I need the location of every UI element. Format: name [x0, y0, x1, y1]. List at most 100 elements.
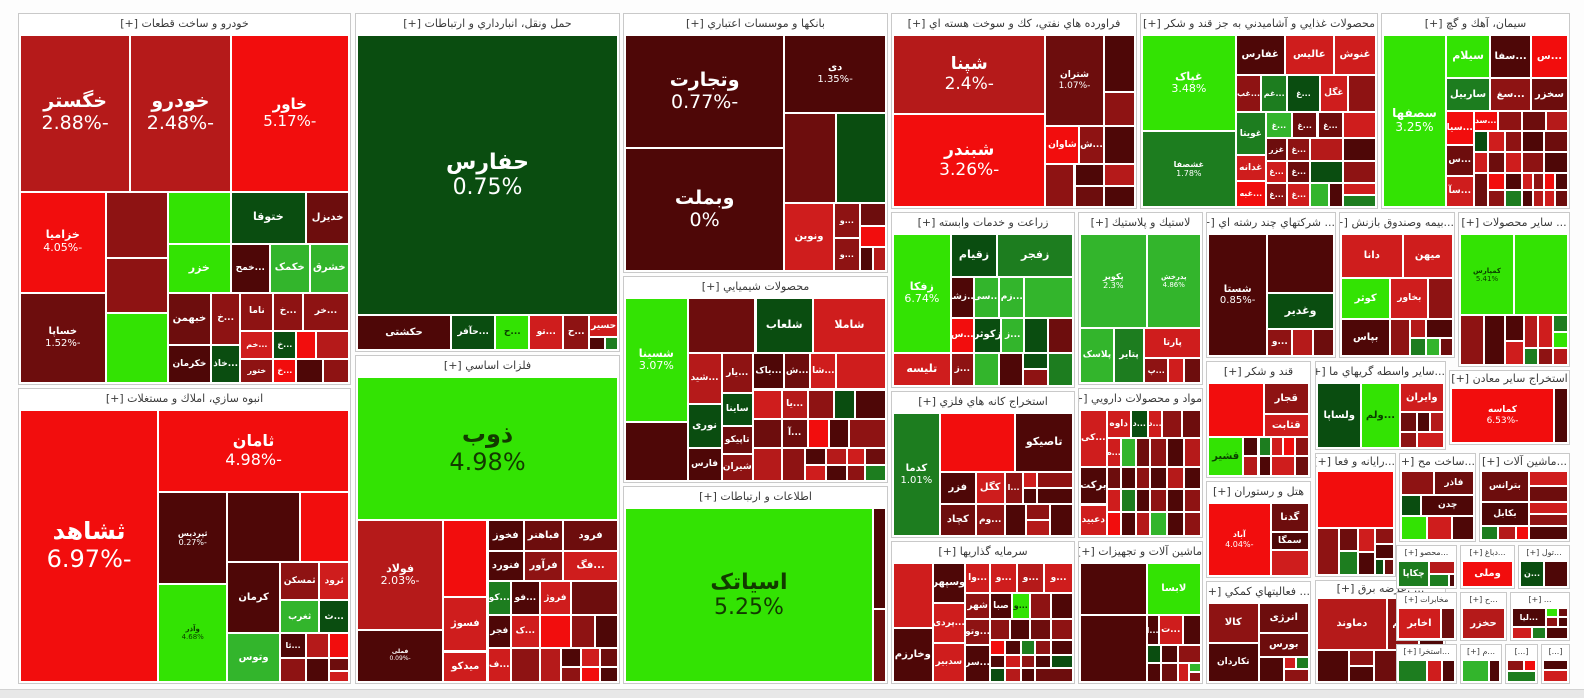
- treemap-tile[interactable]: [1555, 172, 1568, 190]
- treemap-tile[interactable]: فنورد: [487, 550, 525, 582]
- treemap-tile[interactable]: [1103, 35, 1135, 92]
- treemap-tile[interactable]: [1343, 138, 1376, 161]
- treemap-tile[interactable]: وغدیر: [1267, 292, 1334, 330]
- treemap-tile[interactable]: سدبیر: [932, 642, 965, 682]
- treemap-tile[interactable]: [1505, 341, 1524, 365]
- treemap-tile[interactable]: [1528, 526, 1568, 540]
- treemap-tile[interactable]: [299, 491, 349, 563]
- treemap-tile[interactable]: [1270, 436, 1283, 457]
- treemap-tile[interactable]: ...لیا: [1512, 608, 1546, 627]
- treemap-tile[interactable]: خکرمان: [168, 344, 211, 383]
- treemap-tile[interactable]: [1029, 618, 1052, 641]
- treemap-tile[interactable]: ...و: [1017, 563, 1045, 593]
- treemap-tile[interactable]: ذوب 4.98%: [357, 377, 618, 521]
- treemap-tile[interactable]: ...ح: [563, 315, 590, 350]
- treemap-tile[interactable]: [1267, 234, 1334, 293]
- treemap-tile[interactable]: [1181, 410, 1201, 438]
- sector-header[interactable]: ... فعاليتهاي كمكي [+]: [1207, 582, 1310, 602]
- treemap-tile[interactable]: [1283, 669, 1309, 682]
- treemap-tile[interactable]: [872, 608, 886, 682]
- treemap-tile[interactable]: [1531, 626, 1546, 639]
- sector-header[interactable]: ...ح [+]: [1461, 593, 1506, 607]
- sector-header[interactable]: ...ساير واسطه گريهاي ما [+]: [1316, 362, 1445, 382]
- treemap-tile[interactable]: [105, 313, 169, 383]
- treemap-tile[interactable]: [990, 654, 1005, 668]
- treemap-tile[interactable]: ...سر: [965, 645, 991, 682]
- treemap-tile[interactable]: ...سفا: [1490, 35, 1531, 78]
- treemap-tile[interactable]: [1161, 645, 1178, 663]
- treemap-tile[interactable]: [1103, 164, 1135, 187]
- treemap-tile[interactable]: ...پ: [1144, 357, 1169, 383]
- treemap-tile[interactable]: ...غم: [1261, 74, 1288, 113]
- treemap-tile[interactable]: ...پردی: [932, 603, 965, 643]
- treemap-tile[interactable]: [1106, 466, 1122, 490]
- treemap-tile[interactable]: ...فو: [510, 581, 540, 615]
- treemap-tile[interactable]: [784, 112, 837, 203]
- treemap-tile[interactable]: ...ز: [1001, 317, 1025, 353]
- sector-header[interactable]: محصولات شيميايي [+]: [624, 277, 887, 297]
- treemap-tile[interactable]: وآذر 4.68%: [158, 584, 228, 682]
- sector-header[interactable]: سيمان، آهك و گچ [+]: [1382, 14, 1569, 34]
- treemap-tile[interactable]: [1357, 552, 1375, 575]
- treemap-tile[interactable]: [1035, 654, 1052, 668]
- treemap-tile[interactable]: ...غ: [1266, 160, 1288, 183]
- treemap-tile[interactable]: کدما 1.01%: [893, 413, 940, 536]
- treemap-tile[interactable]: کمپارس 5.41%: [1460, 234, 1514, 316]
- treemap-tile[interactable]: [1528, 471, 1568, 487]
- treemap-tile[interactable]: ...ک: [510, 614, 540, 649]
- treemap-tile[interactable]: ختوقا: [230, 191, 307, 244]
- treemap-tile[interactable]: [1020, 667, 1036, 682]
- treemap-tile[interactable]: فاذر: [1433, 471, 1474, 496]
- treemap-tile[interactable]: [1545, 110, 1568, 132]
- treemap-tile[interactable]: غدانه: [1235, 155, 1266, 182]
- treemap-tile[interactable]: خاور -5.17%: [230, 35, 349, 192]
- treemap-tile[interactable]: ...غ: [1317, 112, 1344, 139]
- treemap-tile[interactable]: [1106, 489, 1122, 513]
- treemap-tile[interactable]: خبهمن: [168, 292, 211, 345]
- treemap-tile[interactable]: [1146, 662, 1162, 682]
- treemap-tile[interactable]: ...غ: [1266, 182, 1288, 207]
- treemap-tile[interactable]: [306, 633, 330, 658]
- treemap-tile[interactable]: [168, 191, 231, 244]
- treemap-tile[interactable]: وبملت 0%: [625, 148, 785, 271]
- treemap-tile[interactable]: ...غ: [1287, 160, 1311, 183]
- treemap-tile[interactable]: ...شا: [810, 352, 837, 390]
- treemap-tile[interactable]: دعبید: [1080, 504, 1107, 536]
- treemap-tile[interactable]: [752, 448, 782, 481]
- treemap-tile[interactable]: [1167, 437, 1185, 467]
- treemap-tile[interactable]: [1310, 138, 1344, 161]
- treemap-tile[interactable]: [1029, 592, 1052, 619]
- treemap-tile[interactable]: [1184, 512, 1201, 536]
- treemap-tile[interactable]: ...ا: [1004, 472, 1023, 504]
- treemap-tile[interactable]: [1258, 456, 1271, 476]
- treemap-tile[interactable]: ثمسکن: [279, 562, 320, 601]
- treemap-tile[interactable]: فروژ: [539, 581, 571, 615]
- treemap-tile[interactable]: [752, 418, 782, 449]
- treemap-tile[interactable]: [1521, 189, 1533, 207]
- treemap-tile[interactable]: خکمک: [270, 243, 310, 293]
- treemap-tile[interactable]: غپاک 3.48%: [1142, 35, 1236, 132]
- treemap-tile[interactable]: شاملا: [812, 298, 886, 353]
- treemap-tile[interactable]: [825, 448, 847, 465]
- treemap-tile[interactable]: [1150, 489, 1168, 513]
- treemap-tile[interactable]: [1374, 528, 1394, 544]
- treemap-tile[interactable]: ...س: [950, 317, 974, 353]
- treemap-tile[interactable]: [1553, 388, 1568, 443]
- treemap-tile[interactable]: [1208, 383, 1264, 437]
- treemap-tile[interactable]: ثغرب: [279, 600, 320, 634]
- treemap-tile[interactable]: [1439, 337, 1453, 356]
- treemap-tile[interactable]: [105, 191, 169, 258]
- sector-header[interactable]: مخابرات [+]: [1397, 593, 1456, 607]
- treemap-tile[interactable]: [1146, 645, 1162, 663]
- treemap-tile[interactable]: [1270, 550, 1309, 576]
- treemap-tile[interactable]: کوثر: [1341, 277, 1391, 320]
- treemap-tile[interactable]: [1135, 512, 1151, 536]
- treemap-tile[interactable]: ...سآ: [1445, 176, 1474, 207]
- treemap-tile[interactable]: پکویر 2.3%: [1080, 234, 1147, 328]
- treemap-tile[interactable]: [1121, 437, 1136, 467]
- treemap-tile[interactable]: ساربیل: [1445, 78, 1491, 111]
- treemap-tile[interactable]: [1074, 186, 1104, 207]
- treemap-tile[interactable]: ...و: [833, 237, 860, 271]
- treemap-tile[interactable]: زفجر: [997, 234, 1073, 277]
- treemap-tile[interactable]: وخارزم: [893, 628, 933, 682]
